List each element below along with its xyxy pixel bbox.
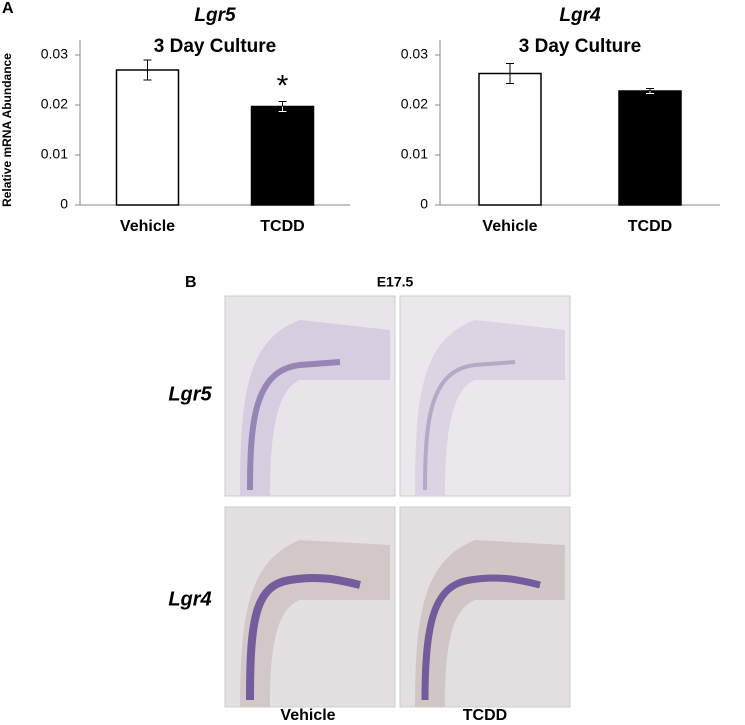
y-tick-label: 0.02 [41,96,68,112]
y-axis-label: Relative mRNA Abundance [0,53,14,207]
x-tick-label: Vehicle [120,218,175,235]
y-tick-label: 0 [60,196,68,212]
chart-subtitle: 3 Day Culture [519,36,641,57]
bar [478,72,542,206]
chart-subtitle: 3 Day Culture [154,36,276,57]
stage-label: E17.5 [377,274,414,290]
panel-label: B [185,274,197,291]
column-label: TCDD [463,707,507,724]
chart-title: Lgr4 [559,5,601,26]
bar [250,105,315,206]
row-label: Lgr5 [168,383,212,405]
y-tick-label: 0.01 [401,146,428,162]
x-tick-label: Vehicle [482,218,537,235]
bar [618,90,682,206]
y-tick-label: 0.01 [41,146,68,162]
x-tick-label: TCDD [260,218,304,235]
chart-title: Lgr5 [194,5,236,26]
bar [115,69,180,206]
y-tick-label: 0.03 [401,46,428,62]
y-tick-label: 0.03 [41,46,68,62]
y-tick-label: 0 [420,196,428,212]
x-tick-label: TCDD [628,218,672,235]
panel-label: A [2,0,14,17]
row-label: Lgr4 [168,588,211,610]
micrographs [224,295,571,708]
column-label: Vehicle [280,707,335,724]
annotation: * [277,69,289,102]
y-tick-label: 0.02 [401,96,428,112]
